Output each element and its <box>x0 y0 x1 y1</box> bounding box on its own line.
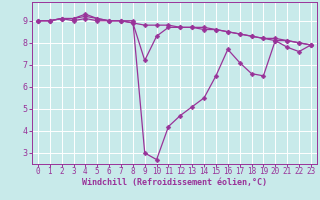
X-axis label: Windchill (Refroidissement éolien,°C): Windchill (Refroidissement éolien,°C) <box>82 178 267 187</box>
